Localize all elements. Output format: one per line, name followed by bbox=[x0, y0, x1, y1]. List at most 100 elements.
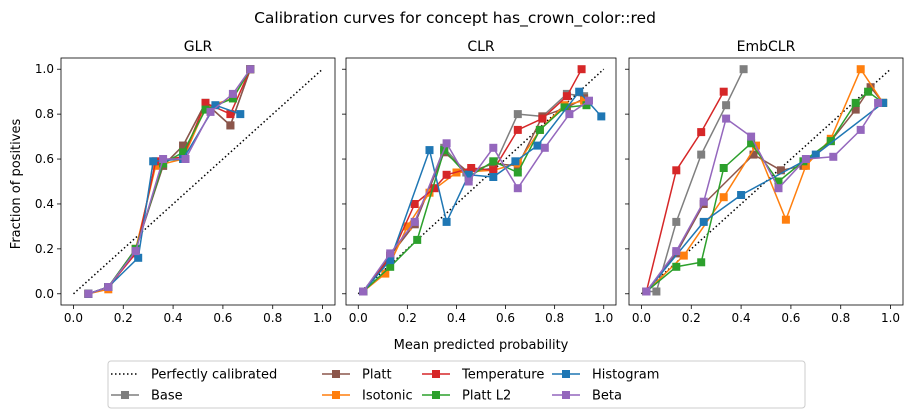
data-point-histogram bbox=[149, 157, 158, 166]
legend-label: Histogram bbox=[592, 368, 659, 383]
x-tick-label: 0.6 bbox=[213, 311, 232, 325]
legend-label: Temperature bbox=[461, 368, 544, 383]
data-point-platt bbox=[179, 141, 188, 150]
series-line-platt-l2 bbox=[362, 104, 587, 293]
data-point-temperature bbox=[430, 184, 439, 193]
data-point-platt-l2 bbox=[386, 262, 395, 271]
x-tick-label: 0.0 bbox=[64, 311, 83, 325]
data-point-temperature bbox=[562, 92, 571, 101]
data-point-temperature bbox=[226, 110, 235, 119]
legend-entry-platt-l2: Platt L2 bbox=[422, 389, 511, 404]
data-point-beta bbox=[801, 155, 810, 163]
data-point-histogram bbox=[211, 101, 220, 110]
x-tick-label: 1.0 bbox=[881, 311, 900, 325]
x-tick-label: 0.2 bbox=[682, 311, 701, 325]
y-tick-label: 0.2 bbox=[35, 242, 54, 256]
plot-area bbox=[72, 65, 324, 298]
legend-swatch-marker bbox=[432, 391, 440, 399]
data-point-beta bbox=[565, 110, 574, 119]
legend-entry-perfectly-calibrated: Perfectly calibrated bbox=[111, 368, 277, 383]
data-point-beta bbox=[228, 89, 237, 98]
data-point-beta bbox=[829, 152, 838, 161]
x-axis-label: Mean predicted probability bbox=[394, 338, 569, 353]
data-point-temperature bbox=[513, 125, 522, 134]
data-point-temperature bbox=[442, 170, 451, 179]
subplot-title: EmbCLR bbox=[737, 39, 796, 55]
data-point-platt-l2 bbox=[719, 164, 728, 172]
data-point-platt-l2 bbox=[672, 262, 681, 271]
legend-swatch-marker bbox=[562, 391, 570, 399]
series-line-temperature bbox=[645, 91, 725, 292]
data-point-isotonic bbox=[781, 215, 790, 224]
plot-area bbox=[640, 65, 892, 296]
data-point-base bbox=[672, 217, 681, 226]
legend-swatch-marker bbox=[432, 370, 440, 378]
data-point-beta bbox=[722, 114, 731, 123]
x-tick-label: 0.4 bbox=[164, 311, 183, 325]
series-line-platt-l2 bbox=[88, 68, 251, 295]
data-point-beta bbox=[104, 283, 113, 291]
data-point-platt bbox=[851, 105, 860, 114]
data-point-beta bbox=[774, 184, 783, 193]
legend-swatch-marker bbox=[562, 370, 570, 378]
data-point-beta bbox=[747, 132, 756, 141]
data-point-beta bbox=[84, 289, 93, 298]
axes-frame bbox=[60, 57, 336, 306]
data-point-base bbox=[722, 101, 731, 110]
data-point-histogram bbox=[575, 87, 584, 96]
data-point-platt-l2 bbox=[159, 159, 168, 168]
legend-swatch-marker bbox=[332, 391, 340, 399]
legend-label: Platt L2 bbox=[462, 389, 511, 404]
data-point-isotonic bbox=[719, 193, 728, 202]
data-point-beta bbox=[246, 65, 255, 74]
data-point-platt-l2 bbox=[774, 177, 783, 186]
x-tick-label: 0.0 bbox=[632, 311, 651, 325]
legend-entry-base: Base bbox=[111, 389, 183, 404]
data-point-temperature bbox=[489, 166, 498, 175]
y-tick-label: 1.0 bbox=[35, 62, 54, 76]
series-line-beta bbox=[362, 100, 590, 292]
subplot-clr: CLR 0.0 0.2 0.4 0.6 0.8 1.0 bbox=[342, 39, 617, 325]
data-point-platt-l2 bbox=[864, 87, 873, 96]
subplot-title: CLR bbox=[467, 39, 495, 55]
x-tick-label: 0.2 bbox=[114, 311, 133, 325]
subplot-embclr: EmbCLR 0.0 0.2 0.4 0.6 0.8 1.0 bbox=[625, 39, 904, 325]
data-point-temperature bbox=[467, 164, 476, 172]
data-point-temperature bbox=[538, 114, 547, 123]
x-tick-label: 0.8 bbox=[545, 311, 564, 325]
data-point-histogram bbox=[699, 217, 708, 226]
series-line-platt-l2 bbox=[645, 90, 884, 293]
data-point-base bbox=[739, 65, 748, 74]
data-point-isotonic bbox=[856, 65, 865, 74]
data-point-histogram bbox=[425, 146, 434, 155]
data-point-platt-l2 bbox=[826, 137, 835, 146]
data-point-beta bbox=[386, 249, 395, 258]
data-point-histogram bbox=[386, 256, 395, 265]
y-axis-label: Fraction of positives bbox=[9, 119, 24, 250]
data-point-beta bbox=[585, 96, 593, 105]
data-point-histogram bbox=[879, 98, 888, 107]
data-point-beta bbox=[642, 287, 651, 296]
legend-swatch-marker bbox=[121, 391, 129, 399]
data-point-beta bbox=[464, 177, 473, 186]
data-point-isotonic bbox=[679, 251, 688, 260]
legend: Perfectly calibrated Base Platt Isotonic Tem… bbox=[107, 360, 806, 409]
data-point-platt-l2 bbox=[179, 148, 188, 157]
data-point-beta bbox=[489, 143, 498, 152]
data-point-temperature bbox=[697, 128, 706, 137]
figure-title: Calibration curves for concept has_crown… bbox=[254, 9, 656, 28]
data-point-beta bbox=[181, 155, 190, 163]
data-point-beta bbox=[874, 98, 883, 107]
plot-area bbox=[357, 65, 606, 296]
subplot-glr: GLR 0.0 0.2 0.4 0.6 0.8 1.0 0.0 0.2 0.4 0.6 0.8 1.0 bbox=[35, 39, 336, 325]
data-point-isotonic bbox=[801, 161, 810, 170]
data-point-temperature bbox=[410, 200, 419, 208]
data-point-temperature bbox=[719, 87, 728, 96]
x-tick-label: 0.6 bbox=[781, 311, 800, 325]
data-point-beta bbox=[442, 139, 451, 148]
data-point-beta bbox=[131, 247, 140, 256]
data-point-beta bbox=[699, 197, 708, 206]
data-point-isotonic bbox=[381, 269, 390, 278]
series-line-histogram bbox=[88, 104, 241, 295]
legend-label: Isotonic bbox=[362, 389, 413, 404]
